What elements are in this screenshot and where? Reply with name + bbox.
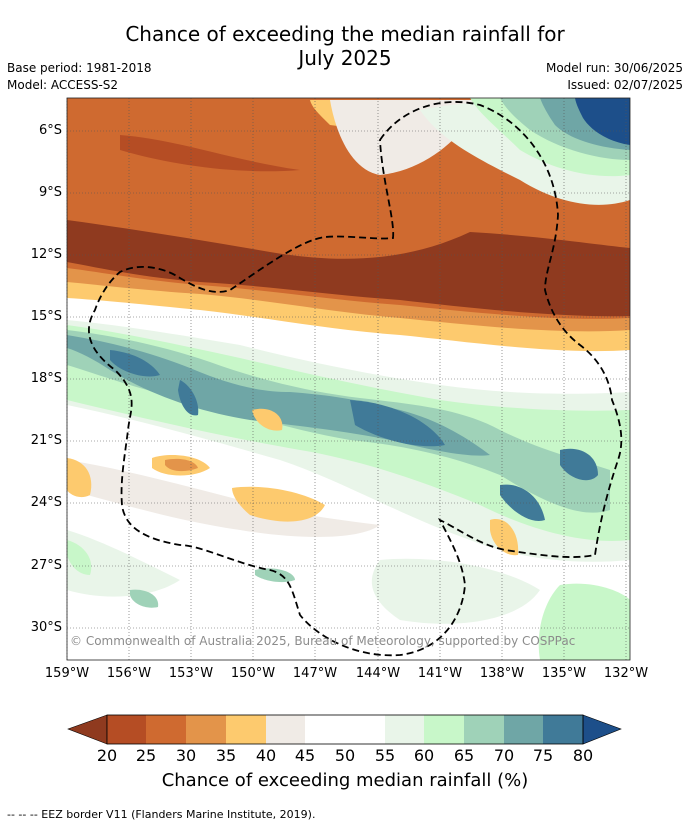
base-period: Base period: 1981-2018 <box>7 61 152 75</box>
lat-label-18s: 18°S <box>30 371 62 386</box>
wet-80d <box>110 350 160 377</box>
meta-right: Model run: 30/06/2025 Issued: 02/07/2025 <box>546 60 683 94</box>
lat-label-27s: 27°S <box>30 558 62 573</box>
south-35c <box>67 458 92 498</box>
colorbar-title: Chance of exceeding median rainfall (%) <box>161 770 529 791</box>
eez-border <box>88 101 623 657</box>
issued-date: Issued: 02/07/2025 <box>567 78 683 92</box>
lon-label-135w: 135°W <box>541 666 587 681</box>
wet-80b <box>560 448 598 481</box>
title-line-2: July 2025 <box>298 46 392 70</box>
band-20b <box>120 135 300 172</box>
colorbar-tick-75: 75 <box>532 746 554 765</box>
lon-label-153w: 153°W <box>168 666 214 681</box>
colorbar-tick-45: 45 <box>294 746 316 765</box>
lat-label-21s: 21°S <box>30 433 62 448</box>
south-35a <box>232 486 325 522</box>
south-35d <box>252 408 283 431</box>
colorbar-high-arrow <box>582 714 622 745</box>
colorbar-tick-50: 50 <box>334 746 356 765</box>
lon-label-132w: 132°W <box>603 666 649 681</box>
lon-label-141w: 141°W <box>417 666 463 681</box>
south-65b <box>371 558 540 624</box>
lon-label-138w: 138°W <box>479 666 525 681</box>
south-30 <box>165 458 198 472</box>
map-title: Chance of exceeding the median rainfall … <box>0 22 690 70</box>
south-70 <box>130 589 159 608</box>
wet-80e <box>178 380 199 416</box>
band-20 <box>67 220 630 317</box>
title-line-1: Chance of exceeding the median rainfall … <box>125 22 565 46</box>
lon-label-150w: 150°W <box>230 666 276 681</box>
lat-label-24s: 24°S <box>30 495 62 510</box>
lat-label-9s: 9°S <box>38 185 62 200</box>
colorbar-tick-55: 55 <box>374 746 396 765</box>
south-65c <box>255 568 295 583</box>
copyright-notice: © Commonwealth of Australia 2025, Bureau… <box>70 634 576 648</box>
wet-80c <box>500 484 545 521</box>
south-60b <box>538 583 630 660</box>
colorbar-tick-40: 40 <box>255 746 277 765</box>
colorbar-tick-60: 60 <box>413 746 435 765</box>
colorbar-tick-35: 35 <box>215 746 237 765</box>
colorbar-tick-70: 70 <box>493 746 515 765</box>
south-35e <box>490 519 519 556</box>
colorbar-tick-65: 65 <box>453 746 475 765</box>
lat-label-6s: 6°S <box>38 123 62 138</box>
map-frame <box>66 97 631 661</box>
map-field <box>67 98 630 660</box>
lon-label-159w: 159°W <box>44 666 90 681</box>
colorbar-low-arrow <box>67 714 108 745</box>
wet-80a <box>350 400 445 447</box>
colorbar-tick-25: 25 <box>135 746 157 765</box>
eez-legend-footer: -- -- -- EEZ border V11 (Flanders Marine… <box>7 808 316 821</box>
lon-label-147w: 147°W <box>292 666 338 681</box>
model-run: Model run: 30/06/2025 <box>545 61 683 75</box>
ne-80 <box>575 98 630 145</box>
colorbar <box>67 714 622 745</box>
lat-label-30s: 30°S <box>30 620 62 635</box>
lat-label-12s: 12°S <box>30 247 62 262</box>
south-60 <box>67 530 180 597</box>
colorbar-tick-30: 30 <box>175 746 197 765</box>
lon-label-156w: 156°W <box>106 666 152 681</box>
lon-label-144w: 144°W <box>355 666 401 681</box>
lat-label-15s: 15°S <box>30 309 62 324</box>
colorbar-tick-80: 80 <box>572 746 594 765</box>
colorbar-tick-20: 20 <box>96 746 118 765</box>
meta-left: Base period: 1981-2018 Model: ACCESS-S2 <box>7 60 152 94</box>
model-name: Model: ACCESS-S2 <box>7 78 119 92</box>
